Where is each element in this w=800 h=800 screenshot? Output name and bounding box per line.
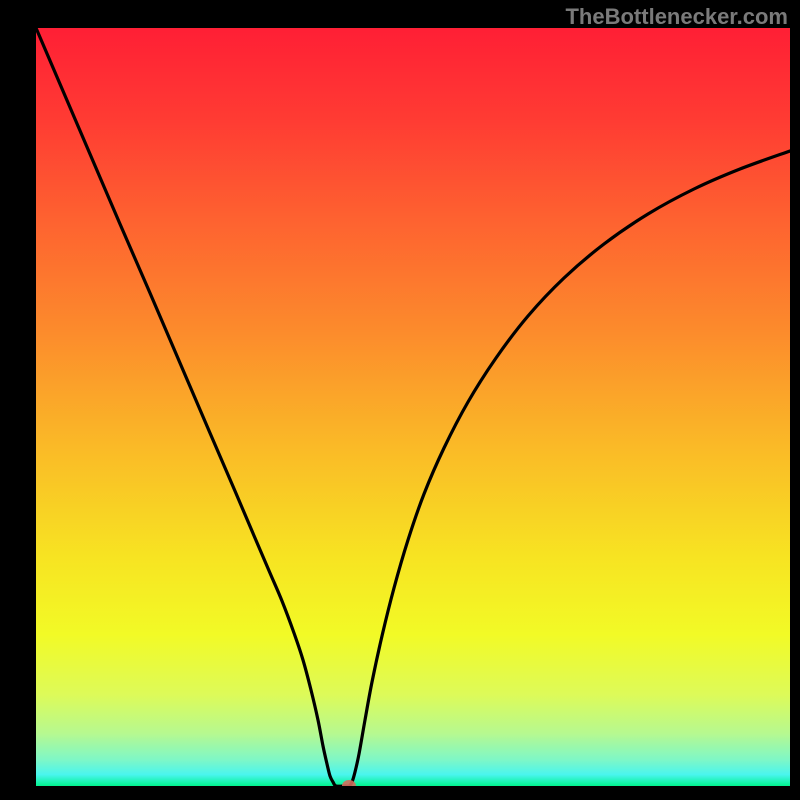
gradient-background <box>36 28 790 786</box>
chart-svg <box>36 28 790 786</box>
plot-area <box>36 28 790 786</box>
watermark-text: TheBottlenecker.com <box>565 4 788 30</box>
chart-container: TheBottlenecker.com <box>0 0 800 800</box>
